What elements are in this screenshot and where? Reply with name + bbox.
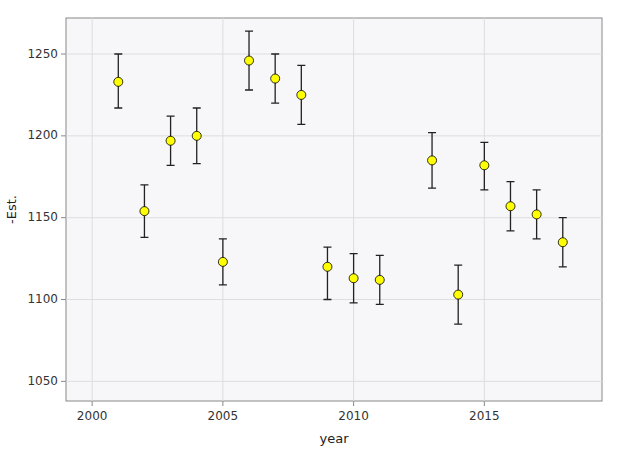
error-bar xyxy=(480,142,488,189)
grid-line xyxy=(66,217,602,218)
tick-label: 1050 xyxy=(27,374,58,388)
point xyxy=(428,156,437,165)
tick-label: 1100 xyxy=(27,292,58,306)
tick-mark xyxy=(222,401,223,406)
tick-label: 1200 xyxy=(27,128,58,142)
tick-mark xyxy=(61,54,66,55)
error-bar xyxy=(533,190,541,239)
y-axis-label: -Est. xyxy=(4,195,19,224)
grid-line xyxy=(92,18,93,401)
axes: 1050 1100 1150 1200 1250 2000 2005 2010 2015 xyxy=(27,47,499,423)
x-axis-label: year xyxy=(319,431,349,446)
tick-mark xyxy=(61,135,66,136)
point xyxy=(323,262,332,271)
tick-label: 2010 xyxy=(338,409,369,423)
error-bar xyxy=(114,54,122,108)
error-bar xyxy=(167,116,175,165)
tick-mark xyxy=(61,217,66,218)
point xyxy=(349,274,358,283)
point xyxy=(506,202,515,211)
point xyxy=(245,56,254,65)
error-bar xyxy=(219,239,227,285)
error-bar xyxy=(350,254,358,303)
tick-label: 1150 xyxy=(27,210,58,224)
plot-frame xyxy=(66,18,602,401)
tick-mark xyxy=(61,381,66,382)
grid-line xyxy=(66,381,602,382)
point xyxy=(480,161,489,170)
grid-line xyxy=(66,54,602,55)
grid-line xyxy=(484,18,485,401)
point xyxy=(166,136,175,145)
point xyxy=(114,77,123,86)
tick-label: 2005 xyxy=(208,409,239,423)
error-bar xyxy=(428,133,436,189)
data xyxy=(114,31,567,324)
point xyxy=(297,90,306,99)
grid-line xyxy=(66,299,602,300)
error-bar xyxy=(140,185,148,237)
point xyxy=(454,290,463,299)
error-bar xyxy=(323,247,331,299)
tick-label: 2015 xyxy=(469,409,500,423)
error-bar xyxy=(454,265,462,324)
chart: 1050 1100 1150 1200 1250 2000 2005 2010 2015 year… xyxy=(0,0,618,455)
grid xyxy=(66,18,602,401)
error-bar xyxy=(245,31,253,90)
error-bar xyxy=(376,255,384,304)
tick-mark xyxy=(61,299,66,300)
tick-label: 2000 xyxy=(77,409,108,423)
point xyxy=(375,275,384,284)
tick-mark xyxy=(92,401,93,406)
tick-mark xyxy=(484,401,485,406)
error-bar xyxy=(559,218,567,267)
tick-mark xyxy=(353,401,354,406)
error-bar xyxy=(506,182,514,231)
point xyxy=(271,74,280,83)
error-bar xyxy=(193,108,201,164)
grid-line xyxy=(222,18,223,401)
error-bar xyxy=(271,54,279,103)
point xyxy=(532,210,541,219)
point xyxy=(192,131,201,140)
error-bar xyxy=(297,65,305,124)
tick-label: 1250 xyxy=(27,47,58,61)
grid-line xyxy=(66,135,602,136)
point xyxy=(558,238,567,247)
point xyxy=(218,257,227,266)
point xyxy=(140,207,149,216)
grid-line xyxy=(353,18,354,401)
